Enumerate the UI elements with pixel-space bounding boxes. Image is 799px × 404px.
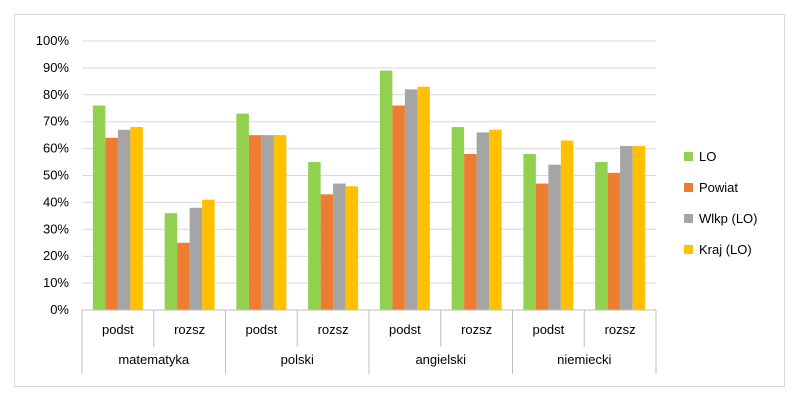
bar	[164, 213, 178, 310]
bar	[308, 162, 321, 310]
y-tick-label: 0%	[50, 302, 69, 317]
bar	[535, 183, 549, 310]
x-group-label: polski	[281, 352, 314, 367]
bar	[189, 207, 203, 310]
x-subcategory-label: podst	[245, 322, 277, 337]
x-subcategory-label: podst	[102, 322, 134, 337]
x-subcategory-label: rozsz	[461, 322, 492, 337]
bar	[202, 199, 215, 310]
x-subcategory-label: podst	[389, 322, 421, 337]
y-tick-label: 80%	[43, 87, 69, 102]
bar	[92, 105, 106, 310]
bar	[130, 127, 143, 310]
y-tick-label: 100%	[36, 33, 70, 48]
x-group-label: angielski	[415, 352, 466, 367]
bar	[105, 137, 118, 310]
x-subcategory-label: podst	[532, 322, 564, 337]
y-tick-label: 40%	[43, 194, 69, 209]
bars	[92, 70, 646, 310]
bar	[464, 153, 477, 310]
bar	[632, 145, 646, 310]
legend-swatch	[684, 183, 693, 192]
legend-label: Powiat	[699, 180, 738, 195]
x-subcategory-label: rozsz	[318, 322, 349, 337]
bar	[117, 129, 131, 310]
bar	[273, 135, 287, 310]
legend-swatch	[684, 152, 693, 161]
y-tick-label: 10%	[43, 275, 69, 290]
y-tick-label: 20%	[43, 248, 69, 263]
bar	[379, 70, 393, 310]
bar	[404, 89, 418, 310]
bar	[345, 186, 359, 310]
bar	[560, 140, 574, 310]
legend-label: Wlkp (LO)	[699, 211, 758, 226]
y-axis-ticks: 0% 10% 20% 30% 40% 50% 60% 70% 80% 90% 100%	[36, 33, 70, 317]
x-group-label: matematyka	[118, 352, 190, 367]
x-subcategory-label: rozsz	[605, 322, 636, 337]
bar	[620, 145, 633, 310]
legend: LO Powiat Wlkp (LO) Kraj (LO)	[684, 149, 758, 257]
bar	[320, 194, 334, 310]
y-tick-label: 60%	[43, 141, 69, 156]
y-tick-label: 70%	[43, 114, 69, 129]
bar	[392, 105, 405, 310]
legend-label: Kraj (LO)	[699, 242, 752, 257]
bar	[451, 127, 465, 310]
x-subcategory-label: rozsz	[174, 322, 205, 337]
bar	[489, 129, 502, 310]
y-tick-label: 50%	[43, 168, 69, 183]
bar	[476, 132, 490, 310]
x-axis-labels: podst rozsz podst rozsz podst rozsz podst rozsz…	[102, 322, 636, 367]
bar	[607, 172, 621, 310]
bar	[548, 164, 561, 310]
bar	[236, 113, 249, 310]
y-tick-label: 90%	[43, 60, 69, 75]
legend-swatch	[684, 214, 693, 223]
bar	[261, 135, 274, 310]
x-axis	[81, 309, 657, 374]
legend-label: LO	[699, 149, 716, 164]
bar	[417, 86, 430, 310]
bar	[523, 153, 536, 310]
bar	[248, 135, 262, 310]
bar	[333, 183, 346, 310]
bar	[595, 162, 608, 310]
bar	[177, 242, 190, 310]
x-group-label: niemiecki	[557, 352, 611, 367]
legend-swatch	[684, 245, 693, 254]
y-tick-label: 30%	[43, 221, 69, 236]
